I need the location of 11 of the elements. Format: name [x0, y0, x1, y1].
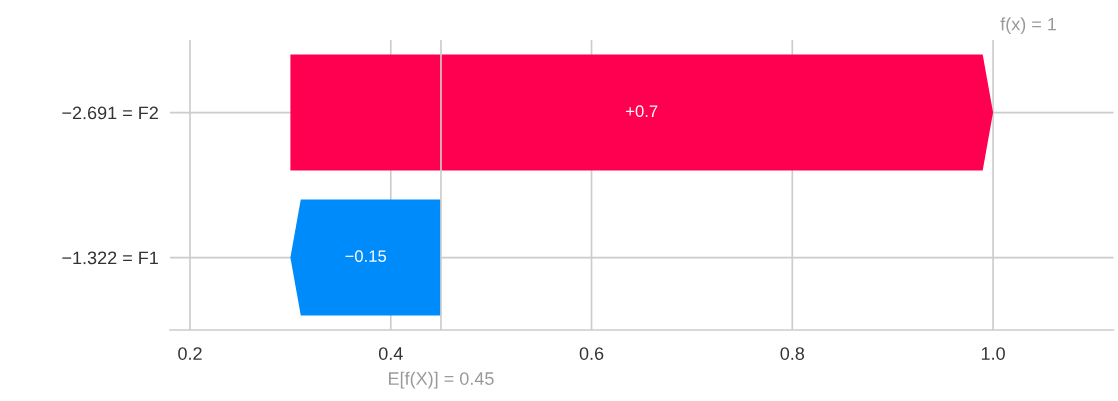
- data-label: −0.15: [345, 250, 387, 263]
- x-tick-label: 0.8: [780, 347, 805, 360]
- x-tick-label: 0.4: [378, 347, 403, 360]
- data-label: +0.7: [626, 105, 658, 118]
- y-tick-label: −1.322 = F1: [62, 251, 158, 265]
- x-tick-label: 1.0: [981, 347, 1005, 360]
- ref-line-label: E[f(X)] = 0.45: [389, 371, 494, 389]
- y-tick-label: −2.691 = F2: [62, 106, 158, 120]
- x-tick-label: 0.2: [178, 347, 202, 360]
- x-tick-label: 0.6: [579, 347, 604, 360]
- text: f(x) = 1: [1000, 17, 1057, 35]
